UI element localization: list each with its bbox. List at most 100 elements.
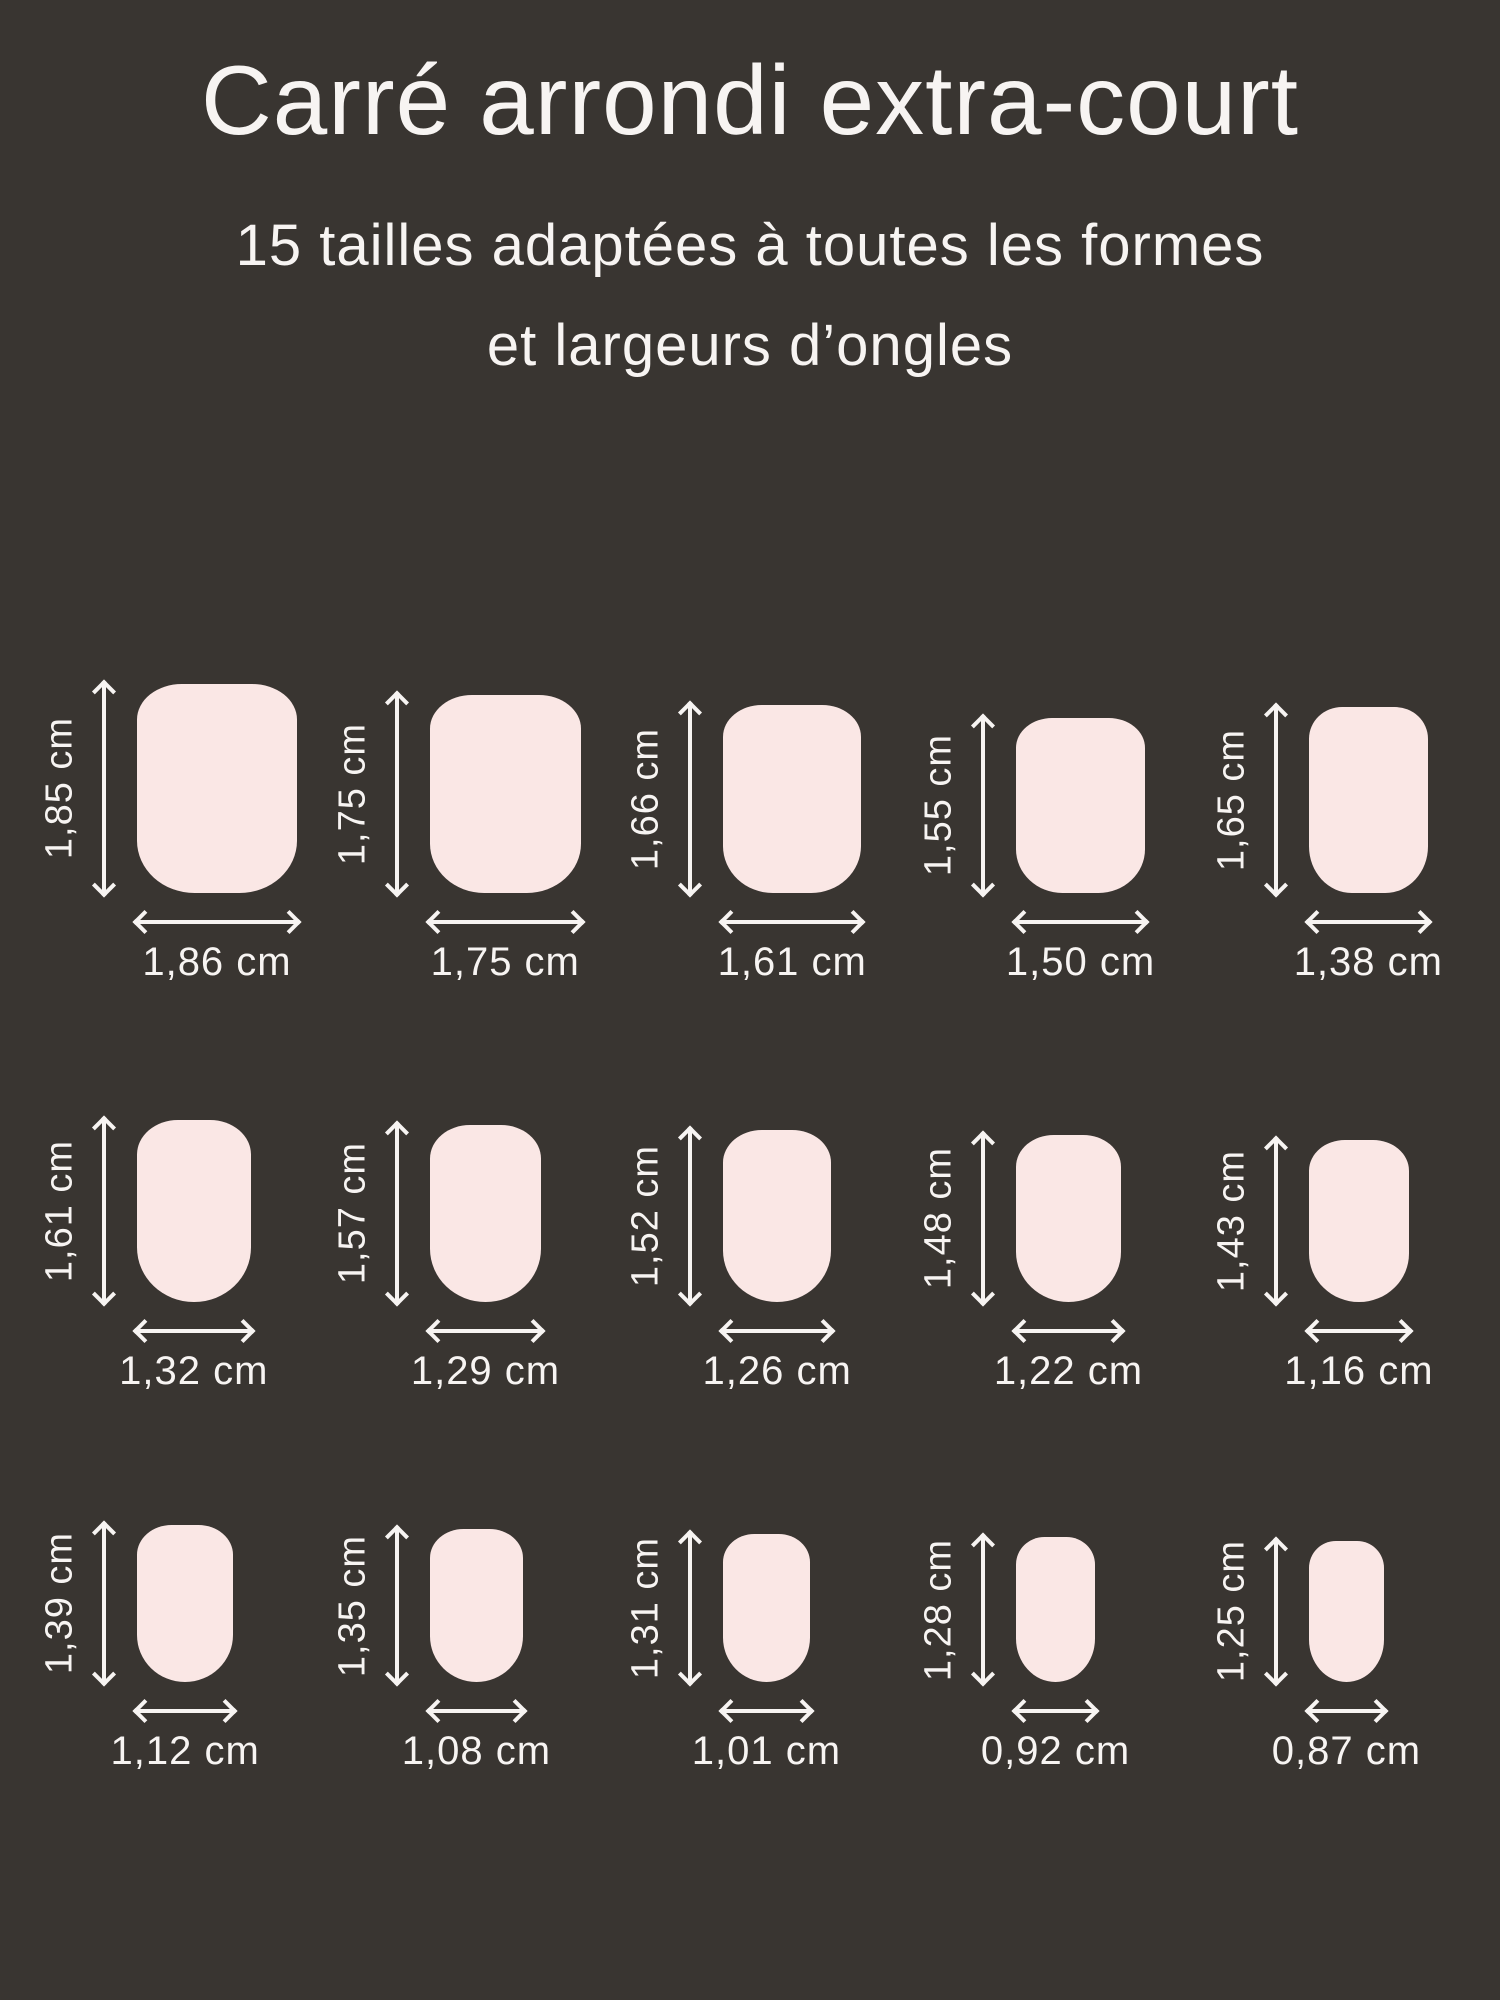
height-label-text: 1,61 cm bbox=[38, 1139, 81, 1283]
height-label-text: 1,48 cm bbox=[917, 1147, 960, 1290]
height-arrow-icon bbox=[688, 1130, 692, 1302]
height-label: 1,48 cm bbox=[903, 1135, 975, 1302]
width-arrow-icon bbox=[1016, 919, 1145, 924]
width-measure: 1,22 cm bbox=[994, 1328, 1142, 1394]
height-label-text: 1,65 cm bbox=[1210, 728, 1253, 871]
nail-figure: 1,55 cm bbox=[903, 684, 1196, 893]
width-measure: 1,26 cm bbox=[703, 1328, 851, 1394]
height-arrow-icon bbox=[102, 683, 106, 893]
height-arrow-icon bbox=[102, 1524, 106, 1682]
height-label-text: 1,55 cm bbox=[917, 734, 960, 877]
size-cell: 1,55 cm 1,50 cm bbox=[903, 684, 1196, 985]
width-label: 1,26 cm bbox=[702, 1348, 852, 1393]
width-measure: 1,01 cm bbox=[692, 1708, 840, 1774]
height-arrow-icon bbox=[688, 1533, 692, 1682]
width-label: 1,29 cm bbox=[410, 1348, 561, 1393]
size-cell: 1,85 cm 1,86 cm bbox=[24, 683, 317, 985]
height-arrow-icon bbox=[981, 1134, 985, 1302]
size-row-2: 1,61 cm 1,32 cm 1,57 cm 1,29 cm 1,52 cm 1,26 … bbox=[24, 1120, 1476, 1394]
height-label: 1,25 cm bbox=[1196, 1540, 1268, 1683]
height-arrow-icon bbox=[395, 1529, 399, 1682]
height-label-text: 1,28 cm bbox=[917, 1538, 960, 1681]
height-arrow-icon bbox=[395, 1124, 399, 1302]
height-label-text: 1,57 cm bbox=[331, 1142, 374, 1285]
height-label-text: 1,43 cm bbox=[1210, 1150, 1253, 1293]
nail-figure: 1,75 cm bbox=[317, 684, 610, 893]
width-measure: 1,61 cm bbox=[718, 919, 866, 985]
width-arrow-icon bbox=[137, 1328, 251, 1333]
size-row-3: 1,39 cm 1,12 cm 1,35 cm 1,08 cm 1,31 cm 1,01 … bbox=[24, 1524, 1476, 1774]
width-label: 1,38 cm bbox=[1293, 939, 1443, 984]
height-label-text: 1,75 cm bbox=[331, 723, 374, 866]
size-cell: 1,65 cm 1,38 cm bbox=[1196, 684, 1489, 985]
size-cell: 1,28 cm 0,92 cm bbox=[903, 1525, 1196, 1774]
size-cell: 1,39 cm 1,12 cm bbox=[24, 1524, 317, 1774]
width-measure: 1,50 cm bbox=[1006, 919, 1154, 985]
width-arrow-icon bbox=[137, 1708, 234, 1713]
nail-figure: 1,48 cm bbox=[903, 1120, 1196, 1302]
nail-figure: 1,57 cm bbox=[317, 1120, 610, 1302]
width-measure: 1,29 cm bbox=[411, 1328, 559, 1394]
width-measure: 1,86 cm bbox=[137, 919, 297, 985]
nail-shape bbox=[430, 695, 581, 893]
page-subtitle: 15 tailles adaptées à toutes les formes … bbox=[0, 196, 1500, 396]
nail-shape bbox=[430, 1529, 523, 1682]
width-measure: 1,38 cm bbox=[1294, 919, 1442, 985]
height-arrow-icon bbox=[1274, 1540, 1278, 1682]
nail-figure: 1,35 cm bbox=[317, 1525, 610, 1682]
height-arrow-icon bbox=[688, 705, 692, 893]
height-arrow-icon bbox=[981, 1537, 985, 1682]
width-measure: 0,87 cm bbox=[1272, 1708, 1420, 1774]
width-label: 1,22 cm bbox=[993, 1348, 1144, 1393]
nail-shape bbox=[723, 1533, 810, 1682]
width-label: 0,92 cm bbox=[980, 1728, 1131, 1773]
height-label: 1,31 cm bbox=[610, 1534, 682, 1682]
nail-shape bbox=[430, 1124, 541, 1302]
height-arrow-icon bbox=[981, 717, 985, 893]
width-arrow-icon bbox=[723, 1708, 810, 1713]
nail-figure: 1,85 cm bbox=[24, 683, 317, 893]
width-measure: 0,92 cm bbox=[981, 1708, 1129, 1774]
width-arrow-icon bbox=[1309, 1708, 1384, 1713]
width-measure: 1,12 cm bbox=[111, 1708, 259, 1774]
height-label: 1,61 cm bbox=[24, 1120, 96, 1302]
width-arrow-icon bbox=[137, 919, 297, 924]
width-arrow-icon bbox=[430, 1708, 523, 1713]
nail-figure: 1,39 cm bbox=[24, 1524, 317, 1682]
height-label: 1,28 cm bbox=[903, 1537, 975, 1682]
nail-shape bbox=[137, 1120, 251, 1302]
size-row-1: 1,85 cm 1,86 cm 1,75 cm 1,75 cm 1,66 cm 1,61 … bbox=[24, 683, 1476, 985]
height-label-text: 1,25 cm bbox=[1210, 1540, 1253, 1683]
height-label: 1,75 cm bbox=[317, 695, 389, 893]
height-label: 1,43 cm bbox=[1196, 1140, 1268, 1302]
nail-shape bbox=[137, 1524, 234, 1682]
nail-figure: 1,25 cm bbox=[1196, 1525, 1489, 1682]
width-measure: 1,08 cm bbox=[402, 1708, 550, 1774]
width-arrow-icon bbox=[1016, 1328, 1121, 1333]
nail-shape bbox=[1016, 1537, 1096, 1682]
size-cell: 1,35 cm 1,08 cm bbox=[317, 1525, 610, 1774]
height-label: 1,66 cm bbox=[610, 705, 682, 893]
width-label: 1,61 cm bbox=[717, 939, 867, 984]
nail-shape bbox=[1309, 1540, 1384, 1682]
height-arrow-icon bbox=[1274, 1140, 1278, 1302]
size-cell: 1,75 cm 1,75 cm bbox=[317, 684, 610, 985]
nail-figure: 1,52 cm bbox=[610, 1120, 903, 1302]
width-label: 1,12 cm bbox=[110, 1728, 260, 1773]
width-label: 1,32 cm bbox=[119, 1348, 269, 1393]
size-cell: 1,57 cm 1,29 cm bbox=[317, 1120, 610, 1394]
height-label-text: 1,31 cm bbox=[624, 1536, 667, 1680]
nail-figure: 1,43 cm bbox=[1196, 1120, 1489, 1302]
nail-figure: 1,61 cm bbox=[24, 1120, 317, 1302]
height-label-text: 1,35 cm bbox=[331, 1534, 374, 1677]
nail-shape bbox=[723, 705, 862, 893]
subtitle-line-1: 15 tailles adaptées à toutes les formes bbox=[235, 213, 1265, 278]
height-label: 1,55 cm bbox=[903, 718, 975, 893]
nail-shape bbox=[137, 683, 297, 893]
width-label: 1,16 cm bbox=[1284, 1348, 1434, 1393]
height-arrow-icon bbox=[395, 695, 399, 893]
size-cell: 1,25 cm 0,87 cm bbox=[1196, 1525, 1489, 1774]
nail-shape bbox=[1016, 1134, 1121, 1302]
size-cell: 1,48 cm 1,22 cm bbox=[903, 1120, 1196, 1394]
